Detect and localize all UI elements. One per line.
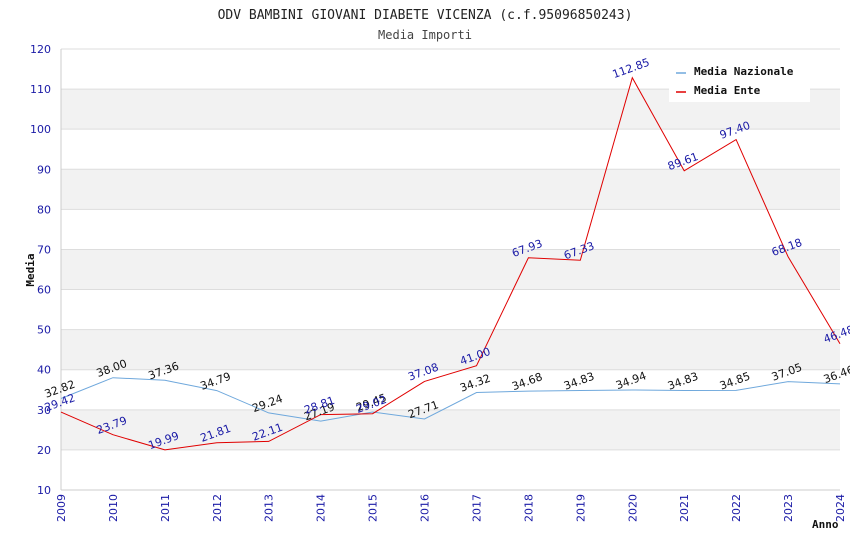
background-bands [61, 89, 840, 450]
x-tick-label: 2018 [522, 494, 535, 522]
x-tick-label: 2020 [626, 494, 639, 522]
x-tick-label: 2014 [315, 494, 328, 522]
x-tick-label: 2017 [470, 494, 483, 522]
x-tick-label: 2022 [730, 494, 743, 522]
chart-subtitle: Media Importi [378, 28, 472, 42]
series-lines [60, 76, 841, 451]
data-label: 112.85 [611, 56, 652, 81]
legend-label-media-nazionale: Media Nazionale [694, 65, 794, 78]
y-tick-label: 100 [30, 123, 51, 136]
x-tick-label: 2015 [367, 494, 380, 522]
band-40 [61, 329, 840, 370]
y-tick-label: 80 [37, 203, 51, 216]
y-tick-label: 60 [37, 284, 51, 297]
x-tick-label: 2009 [55, 494, 68, 522]
data-label: 34.32 [458, 372, 492, 395]
data-label: 34.83 [666, 370, 700, 393]
data-label: 34.85 [718, 370, 752, 393]
y-axis-ticks: 10 20 30 40 50 60 70 80 90 100 110 120 [30, 43, 51, 497]
x-axis-label: Anno [812, 518, 839, 531]
data-label: 34.94 [614, 369, 648, 392]
y-tick-label: 30 [37, 404, 51, 417]
y-tick-label: 70 [37, 243, 51, 256]
band-80 [61, 169, 840, 210]
y-tick-label: 20 [37, 444, 51, 457]
x-tick-label: 2023 [782, 494, 795, 522]
x-tick-label: 2024 [834, 494, 847, 522]
y-tick-label: 90 [37, 163, 51, 176]
y-axis-label: Media [24, 253, 37, 286]
x-tick-label: 2019 [574, 494, 587, 522]
series-line-media-ente [60, 76, 841, 451]
x-axis-ticks: 2009 2010 2011 2012 2013 2014 2015 2016 2017 2018… [55, 494, 847, 522]
y-tick-label: 110 [30, 83, 51, 96]
data-label: 34.79 [199, 370, 233, 393]
band-20 [61, 409, 840, 450]
y-tick-label: 120 [30, 43, 51, 56]
legend-label-media-ente: Media Ente [694, 84, 761, 97]
y-tick-label: 10 [37, 484, 51, 497]
x-tick-label: 2013 [263, 494, 276, 522]
data-label: 34.83 [562, 370, 596, 393]
legend-box [669, 58, 810, 102]
x-tick-label: 2012 [211, 494, 224, 522]
x-tick-label: 2016 [419, 494, 432, 522]
x-tick-label: 2011 [159, 494, 172, 522]
x-tick-label: 2010 [107, 494, 120, 522]
band-60 [61, 249, 840, 290]
legend: Media Nazionale Media Ente [669, 58, 810, 102]
data-label: 34.68 [510, 370, 544, 393]
y-tick-label: 50 [37, 324, 51, 337]
chart-title: ODV BAMBINI GIOVANI DIABETE VICENZA (c.f… [218, 8, 633, 23]
x-tick-label: 2021 [678, 494, 691, 522]
series-line-media-nazionale [60, 377, 841, 422]
y-tick-label: 40 [37, 364, 51, 377]
